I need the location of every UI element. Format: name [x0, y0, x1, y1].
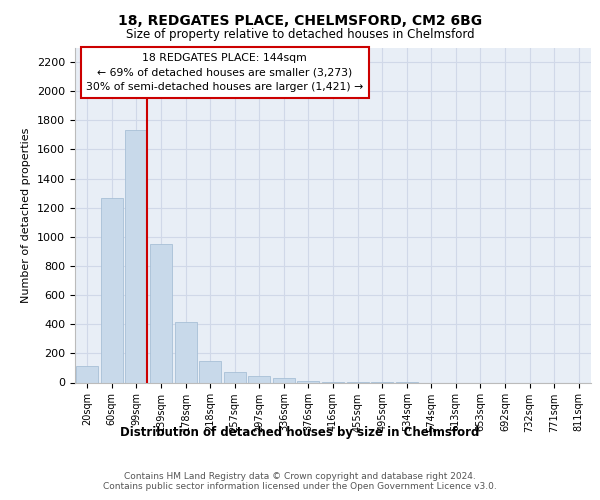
Y-axis label: Number of detached properties: Number of detached properties	[22, 128, 31, 302]
Text: Contains public sector information licensed under the Open Government Licence v3: Contains public sector information licen…	[103, 482, 497, 491]
Bar	[298, 381, 319, 382]
Bar	[248, 376, 271, 382]
Text: Distribution of detached houses by size in Chelmsford: Distribution of detached houses by size …	[121, 426, 479, 439]
Text: Contains HM Land Registry data © Crown copyright and database right 2024.: Contains HM Land Registry data © Crown c…	[124, 472, 476, 481]
Bar	[150, 244, 172, 382]
Text: 18, REDGATES PLACE, CHELMSFORD, CM2 6BG: 18, REDGATES PLACE, CHELMSFORD, CM2 6BG	[118, 14, 482, 28]
Bar	[101, 198, 123, 382]
Bar	[125, 130, 148, 382]
Text: Size of property relative to detached houses in Chelmsford: Size of property relative to detached ho…	[125, 28, 475, 41]
Bar	[199, 360, 221, 382]
Bar	[76, 366, 98, 382]
Text: 18 REDGATES PLACE: 144sqm
← 69% of detached houses are smaller (3,273)
30% of se: 18 REDGATES PLACE: 144sqm ← 69% of detac…	[86, 52, 363, 92]
Bar	[224, 372, 246, 382]
Bar	[175, 322, 197, 382]
Bar	[273, 378, 295, 382]
